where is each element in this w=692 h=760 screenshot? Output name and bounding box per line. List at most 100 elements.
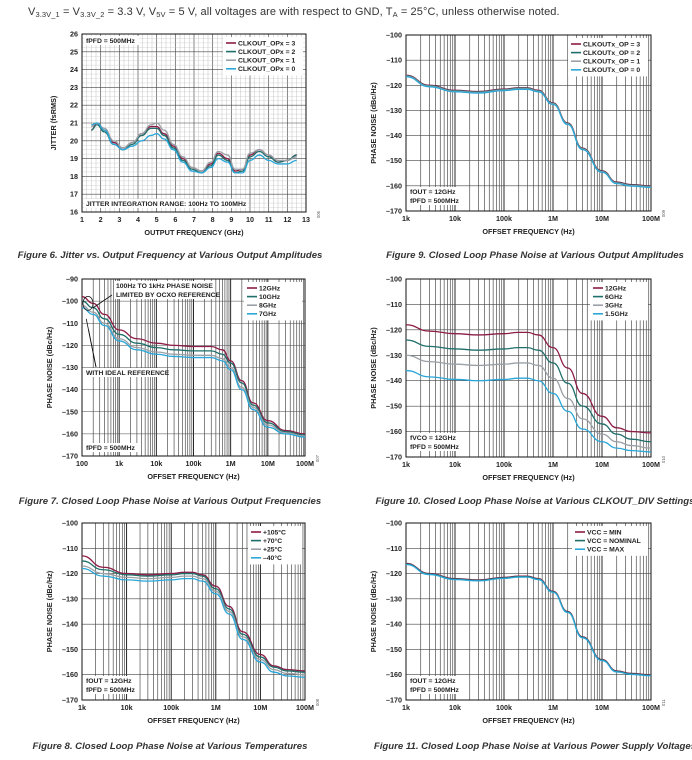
legend-label: CLKOUT_OPx = 0: [238, 66, 295, 73]
plot-frame: [81, 522, 306, 701]
y-tick-label: –160: [62, 429, 78, 438]
x-axis-label: OFFSET FREQUENCY (Hz): [147, 716, 240, 725]
x-tick-label: 10M: [595, 214, 609, 223]
series-line: [405, 562, 652, 676]
phase-noise-amplitude-chart: 1k 10k 100k 1M 10M 100M –170 –160 –150 –140 –130 –1…: [364, 26, 684, 248]
series-line: [405, 74, 652, 187]
legend-label: 12GHz: [605, 285, 627, 292]
y-axis-label: PHASE NOISE (dBc/Hz): [45, 570, 54, 652]
y-tick-label: 21: [70, 119, 78, 128]
y-tick-label: –140: [386, 620, 402, 629]
x-tick-label: 8: [211, 215, 215, 224]
legend-label: 3GHz: [605, 303, 623, 310]
legend-label: CLKOUT_OPx = 2: [238, 49, 295, 56]
x-tick-label: 100M: [296, 703, 314, 712]
legend-label: VCC = NOMINAL: [587, 538, 641, 545]
y-tick-label: –110: [386, 56, 402, 65]
series-line: [405, 563, 652, 677]
y-tick-label: 18: [70, 172, 78, 181]
legend-label: CLKOUTx_OP = 2: [583, 50, 640, 57]
annotation-box: [84, 443, 139, 452]
x-tick-label: 5: [155, 215, 159, 224]
y-tick-label: –100: [62, 519, 78, 528]
annotation-text: fPFD = 500MHz: [86, 38, 136, 45]
x-tick-label: 10M: [261, 459, 275, 468]
y-tick-label: 26: [70, 30, 78, 39]
header-text: V: [28, 6, 36, 18]
annotation-box: [114, 281, 216, 290]
x-tick-label: 10: [246, 215, 254, 224]
header-text: = 3.3 V, V: [104, 6, 157, 18]
x-tick-label: 3: [117, 215, 121, 224]
x-tick-label: 100M: [296, 459, 314, 468]
y-tick-label: –170: [386, 207, 402, 216]
x-tick-label: 9: [229, 215, 233, 224]
annotation-box: [84, 199, 248, 208]
x-tick-label: 1k: [115, 459, 123, 468]
figure-caption: Figure 6. Jitter vs. Output Frequency at…: [17, 250, 323, 261]
figure-id: 006: [316, 210, 321, 218]
x-tick-label: 10k: [121, 703, 133, 712]
header-subscript: 5V: [156, 10, 166, 19]
x-tick-label: 10k: [449, 703, 461, 712]
plot-frame: [405, 522, 652, 701]
y-tick-label: –100: [386, 31, 402, 40]
x-tick-label: 1M: [211, 703, 221, 712]
figure-caption: Figure 10. Closed Loop Phase Noise at Va…: [375, 496, 692, 507]
figure-id: 009: [661, 209, 666, 217]
series-line: [405, 324, 652, 434]
legend-label: VCC = MAX: [587, 547, 625, 554]
series-line: [405, 369, 652, 453]
series-line: [405, 339, 652, 443]
x-tick-label: 100: [76, 459, 88, 468]
figure-id: 008: [315, 698, 320, 706]
x-tick-label: 1k: [78, 703, 86, 712]
y-tick-label: –150: [62, 645, 78, 654]
annotation-text: fOUT = 12GHz: [86, 678, 132, 685]
y-tick-label: –130: [386, 106, 402, 115]
y-tick-label: –160: [386, 181, 402, 190]
y-tick-label: –150: [62, 407, 78, 416]
series-line: [81, 565, 306, 676]
y-tick-label: –110: [62, 319, 78, 328]
x-tick-label: 10k: [150, 459, 162, 468]
annotation-text: fOUT = 12GHz: [410, 189, 456, 196]
series-line: [81, 567, 306, 678]
series-line: [81, 555, 306, 672]
legend-label: 6GHz: [605, 294, 623, 301]
series-group: [405, 324, 652, 453]
series-line: [405, 75, 652, 188]
y-axis-label: PHASE NOISE (dBc/Hz): [369, 327, 378, 409]
y-tick-label: –140: [62, 385, 78, 394]
figure-caption: Figure 7. Closed Loop Phase Noise at Var…: [18, 496, 322, 507]
y-tick-label: –140: [386, 376, 402, 385]
annotation-text: fPFD = 500MHz: [410, 687, 460, 694]
y-tick-label: 24: [70, 65, 78, 74]
annotation-text: fPFD = 500MHz: [86, 687, 136, 694]
y-tick-label: 19: [70, 154, 78, 163]
x-tick-label: 1: [80, 215, 84, 224]
y-tick-label: –150: [386, 402, 402, 411]
header-subscript: 3.3V_1: [35, 10, 60, 19]
x-tick-label: 100k: [186, 459, 202, 468]
legend-label: 1.5GHz: [605, 311, 629, 318]
y-tick-label: –130: [386, 594, 402, 603]
x-tick-label: 100k: [496, 703, 512, 712]
phase-noise-frequency-chart: 100 1k 10k 100k 1M 10M 100M –170 –160 –150 –140 –13…: [18, 272, 338, 494]
x-tick-label: 7: [192, 215, 196, 224]
series-group: [405, 562, 652, 677]
x-tick-label: 1k: [402, 703, 410, 712]
plot-frame: [81, 278, 306, 457]
phase-noise-clkout-div-chart: 1k 10k 100k 1M 10M 100M –170 –160 –150 –140 –130 –1…: [364, 272, 684, 494]
header-text: = V: [59, 6, 81, 18]
y-tick-label: –140: [62, 620, 78, 629]
series-line: [81, 304, 306, 437]
series-group: [81, 555, 306, 678]
annotation-box: [114, 290, 216, 299]
y-tick-label: –160: [386, 670, 402, 679]
header-subscript: 3.3V_2: [80, 10, 105, 19]
phase-noise-temperature-chart: 1k 10k 100k 1M 10M 100M –170 –160 –150 –140 –130 –1…: [18, 517, 338, 739]
annotation-arrow: [88, 329, 97, 368]
x-axis-label: OFFSET FREQUENCY (Hz): [147, 472, 240, 481]
x-tick-label: 1M: [548, 460, 558, 469]
